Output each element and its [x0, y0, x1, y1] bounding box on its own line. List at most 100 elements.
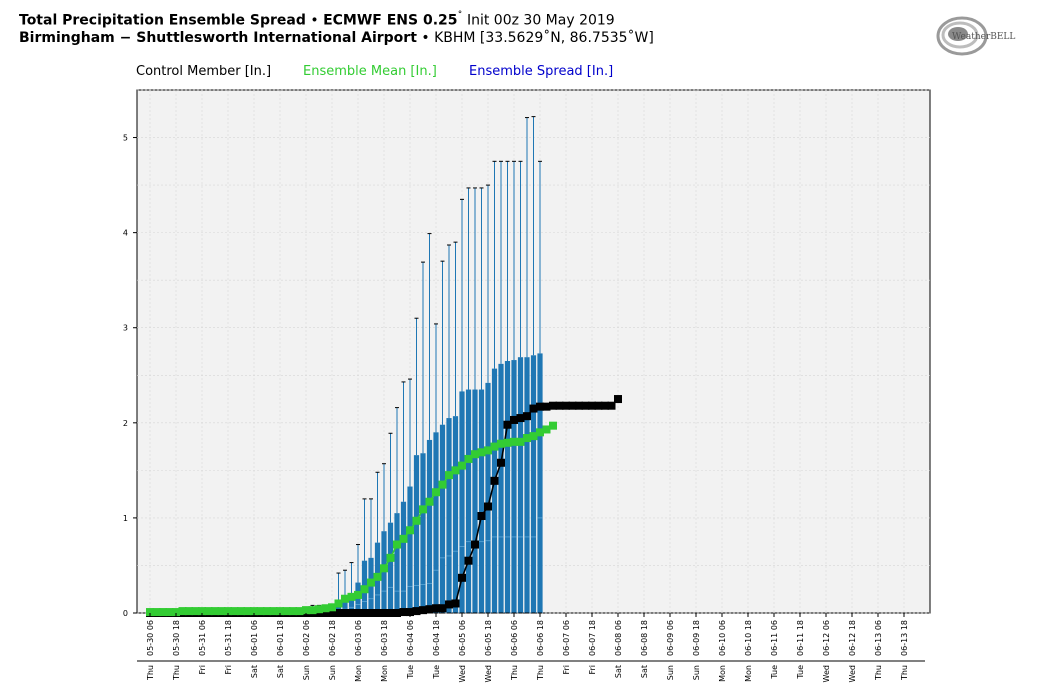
- mean-marker: [451, 466, 460, 475]
- x-tick-label: 05-30 18: [172, 620, 181, 656]
- control-marker: [588, 401, 596, 410]
- mean-marker: [542, 425, 551, 434]
- x-tick-label: 06-13 06: [874, 620, 883, 656]
- logo-text: WeatherBELL: [952, 32, 1015, 42]
- mean-marker: [269, 607, 278, 616]
- mean-marker: [536, 428, 544, 437]
- box: [511, 360, 517, 613]
- x-tick-label: 06-13 18: [900, 620, 909, 656]
- control-marker: [555, 401, 564, 410]
- mean-marker: [172, 608, 180, 617]
- mean-marker: [373, 572, 382, 581]
- control-marker: [367, 609, 375, 617]
- x-day-label: Tue: [406, 665, 415, 680]
- control-marker: [458, 573, 466, 582]
- mean-marker: [471, 450, 479, 459]
- title-separator: •: [310, 12, 319, 29]
- x-day-label: Fri: [562, 665, 571, 675]
- title-init: Init 00z 30 May 2019: [466, 12, 615, 29]
- x-tick-label: 06-03 18: [380, 620, 389, 656]
- x-tick-label: 06-08 18: [640, 620, 649, 656]
- mean-marker: [204, 607, 213, 616]
- x-day-label: Sat: [614, 665, 623, 678]
- subtitle-separator: •: [421, 30, 430, 46]
- box: [485, 382, 491, 613]
- mean-marker: [412, 516, 421, 525]
- mean-marker: [458, 461, 466, 470]
- mean-marker: [282, 607, 291, 616]
- box: [439, 424, 446, 613]
- control-marker: [386, 609, 395, 617]
- mean-marker: [152, 608, 161, 617]
- x-tick-label: 06-08 06: [614, 620, 623, 656]
- mean-marker: [341, 594, 349, 603]
- mean-marker: [419, 505, 427, 514]
- control-marker: [503, 420, 512, 429]
- location-detail: KBHM [33.5629˚N, 86.7535˚W]: [434, 30, 654, 46]
- x-day-label: Thu: [900, 665, 909, 681]
- mean-marker: [191, 607, 200, 616]
- mean-marker: [503, 438, 512, 447]
- box: [465, 389, 472, 613]
- box: [524, 357, 530, 613]
- x-tick-label: 06-01 18: [276, 620, 285, 656]
- x-tick-label: 06-10 06: [718, 620, 727, 656]
- mean-marker: [165, 608, 174, 617]
- x-day-label: Sun: [666, 665, 675, 680]
- control-marker: [321, 609, 330, 617]
- control-marker: [497, 458, 505, 467]
- control-marker: [425, 605, 434, 614]
- x-day-label: Mon: [354, 665, 363, 682]
- box: [517, 357, 524, 613]
- mean-marker: [250, 607, 258, 616]
- x-tick-label: 06-12 06: [822, 620, 831, 656]
- mean-marker: [289, 607, 297, 616]
- x-tick-label: 06-04 06: [406, 620, 415, 656]
- mean-marker: [490, 442, 499, 451]
- control-marker: [601, 401, 609, 410]
- box: [387, 522, 394, 613]
- x-day-label: Fri: [588, 665, 597, 675]
- mean-marker: [334, 599, 343, 608]
- x-day-label: Wed: [848, 665, 857, 682]
- x-day-label: Tue: [770, 665, 779, 680]
- x-day-label: Wed: [822, 665, 831, 682]
- mean-marker: [178, 607, 187, 616]
- x-tick-label: 06-10 18: [744, 620, 753, 656]
- box: [537, 353, 543, 613]
- x-day-label: Mon: [744, 665, 753, 682]
- box: [426, 439, 433, 613]
- control-marker: [419, 606, 427, 615]
- mean-marker: [185, 607, 193, 616]
- x-day-label: Wed: [484, 665, 493, 682]
- mean-marker: [399, 534, 408, 543]
- box: [342, 600, 348, 613]
- control-marker: [464, 556, 473, 565]
- box: [491, 368, 498, 613]
- legend-spread: Ensemble Spread [In.]: [469, 64, 614, 79]
- box: [446, 418, 452, 613]
- control-marker: [594, 401, 603, 410]
- y-tick-label: 3: [123, 324, 128, 333]
- box: [413, 455, 420, 613]
- x-day-label: Thu: [536, 665, 545, 681]
- mean-marker: [477, 448, 486, 457]
- mean-marker: [347, 592, 356, 601]
- title-degree: ˚: [457, 11, 463, 22]
- mean-marker: [328, 603, 336, 612]
- mean-marker: [464, 454, 473, 463]
- x-tick-label: 06-05 06: [458, 620, 467, 656]
- mean-marker: [159, 608, 167, 617]
- y-tick-label: 2: [123, 419, 128, 428]
- x-day-label: Thu: [146, 665, 155, 681]
- mean-marker: [360, 585, 369, 594]
- mean-marker: [497, 439, 505, 448]
- x-tick-label: 05-30 06: [146, 620, 155, 656]
- title-main: Total Precipitation Ensemble Spread: [19, 12, 306, 29]
- box: [400, 501, 407, 613]
- mean-marker: [393, 540, 401, 549]
- control-marker: [536, 402, 544, 411]
- x-day-label: Thu: [172, 665, 181, 681]
- box: [478, 389, 485, 613]
- box: [498, 363, 504, 613]
